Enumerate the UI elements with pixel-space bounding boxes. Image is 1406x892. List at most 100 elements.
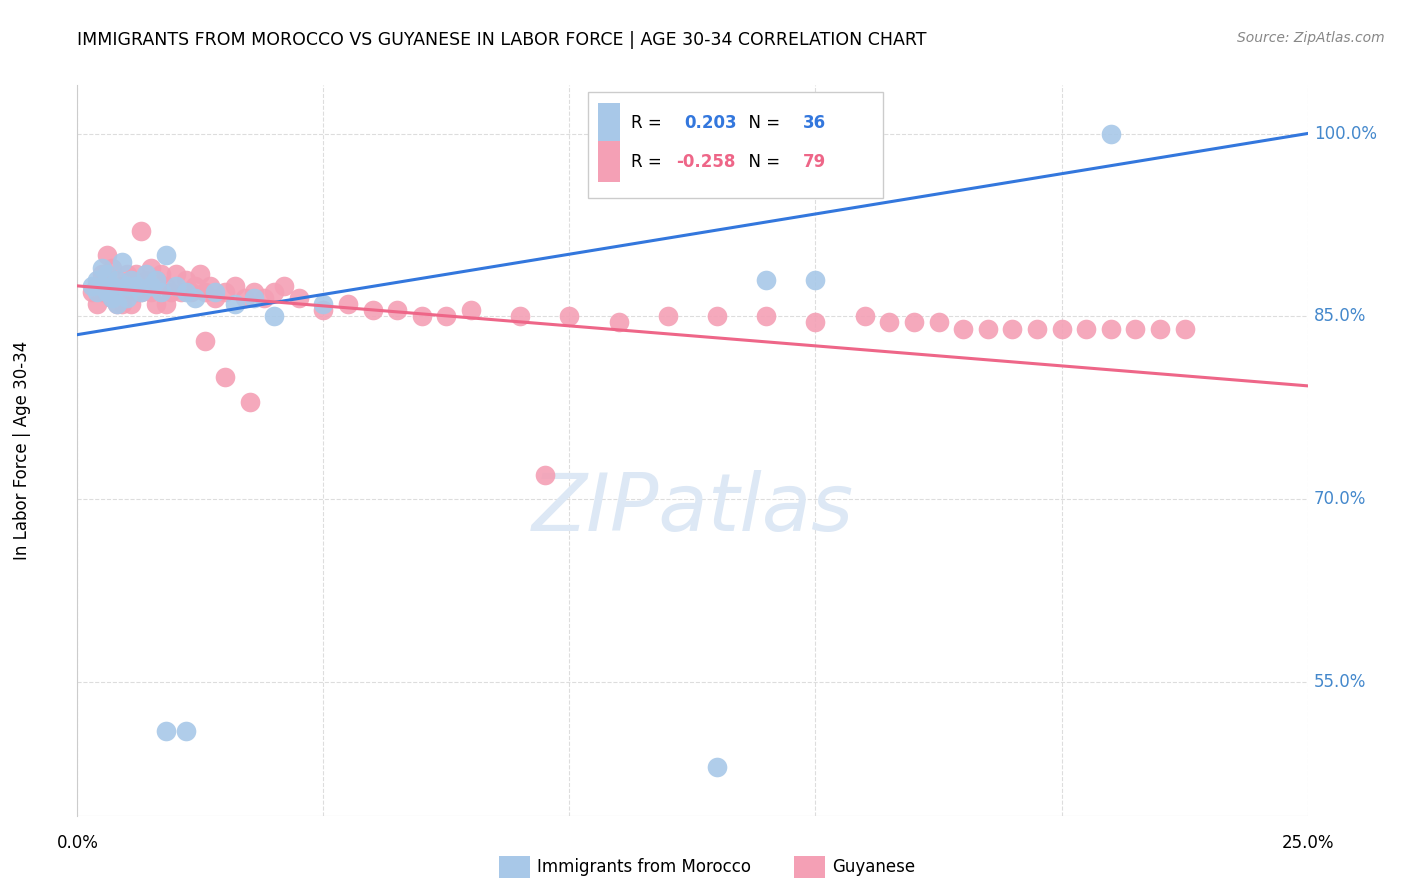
- Point: [952, 321, 974, 335]
- Point: [1174, 321, 1197, 335]
- Point: [194, 334, 217, 348]
- Point: [928, 316, 950, 330]
- Point: [90, 278, 114, 293]
- Point: [145, 273, 167, 287]
- Point: [174, 285, 197, 299]
- Point: [204, 285, 226, 299]
- Text: Source: ZipAtlas.com: Source: ZipAtlas.com: [1237, 31, 1385, 45]
- Point: [141, 278, 163, 293]
- Point: [1026, 321, 1049, 335]
- Point: [141, 260, 163, 275]
- Point: [96, 285, 118, 299]
- Text: 85.0%: 85.0%: [1313, 308, 1367, 326]
- Point: [115, 278, 138, 293]
- Text: 36: 36: [803, 114, 827, 132]
- Point: [1050, 321, 1073, 335]
- Point: [1125, 321, 1147, 335]
- Text: 25.0%: 25.0%: [1281, 835, 1334, 853]
- Point: [96, 267, 118, 281]
- Point: [141, 285, 163, 299]
- Point: [385, 303, 409, 318]
- Point: [263, 285, 285, 299]
- Point: [135, 267, 157, 281]
- Point: [558, 310, 581, 324]
- Point: [1099, 127, 1122, 141]
- Point: [115, 285, 138, 299]
- Point: [509, 310, 531, 324]
- Text: R =: R =: [631, 153, 666, 170]
- Point: [204, 291, 226, 305]
- Text: 70.0%: 70.0%: [1313, 491, 1367, 508]
- Point: [1076, 321, 1098, 335]
- Point: [194, 285, 217, 299]
- Point: [1001, 321, 1024, 335]
- Point: [121, 297, 143, 311]
- Point: [82, 285, 104, 299]
- Point: [312, 297, 335, 311]
- Text: N =: N =: [738, 153, 786, 170]
- Point: [706, 310, 728, 324]
- Point: [165, 278, 187, 293]
- Point: [174, 273, 197, 287]
- Text: 0.0%: 0.0%: [56, 835, 98, 853]
- Point: [86, 297, 108, 311]
- Point: [184, 291, 207, 305]
- Point: [460, 303, 482, 318]
- Point: [170, 285, 193, 299]
- Point: [607, 316, 630, 330]
- Point: [534, 467, 557, 482]
- Text: IMMIGRANTS FROM MOROCCO VS GUYANESE IN LABOR FORCE | AGE 30-34 CORRELATION CHART: IMMIGRANTS FROM MOROCCO VS GUYANESE IN L…: [77, 31, 927, 49]
- Point: [174, 723, 197, 738]
- Point: [1099, 321, 1122, 335]
- Text: Immigrants from Morocco: Immigrants from Morocco: [537, 858, 751, 876]
- Point: [706, 760, 728, 774]
- Point: [977, 321, 1000, 335]
- Point: [804, 273, 827, 287]
- FancyBboxPatch shape: [588, 92, 883, 198]
- Point: [224, 278, 246, 293]
- Text: ZIPatlas: ZIPatlas: [531, 470, 853, 548]
- Point: [105, 297, 128, 311]
- Point: [101, 291, 124, 305]
- Point: [101, 291, 124, 305]
- Point: [188, 267, 212, 281]
- Point: [111, 278, 132, 293]
- Point: [82, 278, 104, 293]
- Point: [903, 316, 925, 330]
- Point: [200, 278, 222, 293]
- Text: N =: N =: [738, 114, 786, 132]
- Point: [312, 303, 335, 318]
- Point: [361, 303, 384, 318]
- Point: [160, 285, 183, 299]
- Point: [86, 285, 108, 299]
- Point: [239, 394, 262, 409]
- Point: [125, 267, 148, 281]
- Point: [115, 291, 138, 305]
- Point: [129, 285, 153, 299]
- Point: [150, 285, 173, 299]
- Point: [105, 297, 128, 311]
- Point: [224, 297, 246, 311]
- Point: [101, 260, 124, 275]
- Point: [263, 310, 285, 324]
- Point: [90, 260, 114, 275]
- Point: [111, 254, 132, 268]
- Point: [1149, 321, 1171, 335]
- Point: [145, 273, 167, 287]
- Point: [135, 273, 157, 287]
- Text: 0.203: 0.203: [683, 114, 737, 132]
- Text: In Labor Force | Age 30-34: In Labor Force | Age 30-34: [13, 341, 31, 560]
- Text: 100.0%: 100.0%: [1313, 125, 1376, 143]
- Point: [96, 285, 118, 299]
- FancyBboxPatch shape: [598, 142, 620, 182]
- Point: [121, 273, 143, 287]
- Point: [101, 278, 124, 293]
- Point: [155, 297, 177, 311]
- Point: [214, 370, 236, 384]
- Point: [411, 310, 433, 324]
- Text: -0.258: -0.258: [676, 153, 735, 170]
- Text: Guyanese: Guyanese: [832, 858, 915, 876]
- Text: R =: R =: [631, 114, 672, 132]
- Point: [180, 285, 202, 299]
- Point: [184, 278, 207, 293]
